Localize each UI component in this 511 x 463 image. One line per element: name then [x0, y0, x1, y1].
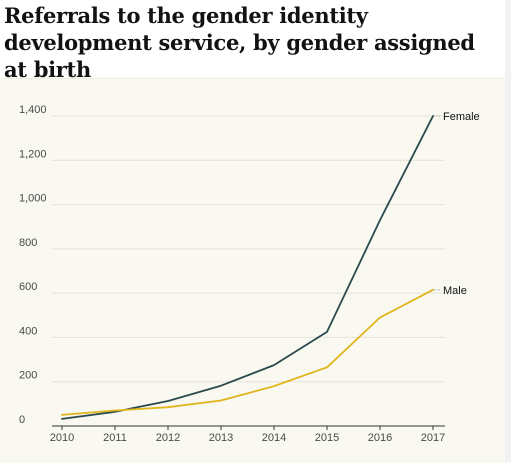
- series-label-male: Male: [443, 285, 467, 297]
- y-tick-label: 600: [19, 281, 37, 293]
- chart-panel: [0, 78, 505, 463]
- page-edge: [505, 0, 511, 462]
- x-tick-label: 2013: [209, 432, 233, 444]
- y-tick-label: 200: [19, 370, 37, 382]
- series-line-male: [61, 288, 434, 416]
- y-tick-label: 1,200: [19, 148, 47, 160]
- x-tick-label: 2012: [156, 432, 180, 444]
- y-tick-label: 1,000: [19, 193, 47, 205]
- y-tick-label: 400: [19, 325, 37, 337]
- y-tick-label: 0: [19, 414, 25, 426]
- x-tick-label: 2017: [421, 432, 445, 444]
- series-line-female: [61, 115, 434, 420]
- x-tick-label: 2011: [103, 432, 127, 444]
- chart-title: Referrals to the gender identity develop…: [4, 3, 475, 82]
- x-tick-label: 2016: [368, 432, 392, 444]
- y-tick-label: 1,400: [19, 104, 47, 116]
- series-label-female: Female: [443, 111, 480, 123]
- x-tick-label: 2010: [50, 432, 74, 444]
- x-tick-label: 2015: [315, 432, 339, 444]
- y-tick-label: 800: [19, 237, 37, 249]
- x-tick-label: 2014: [262, 432, 286, 444]
